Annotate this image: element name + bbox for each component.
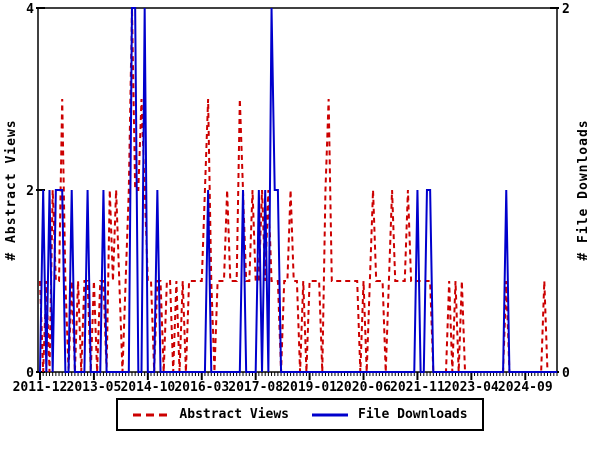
legend-item-abstract-views: Abstract Views [132, 407, 289, 422]
left-axis-title: # Abstract Views [4, 119, 19, 260]
right-axis-title: # File Downloads [576, 119, 591, 260]
legend-label-abstract-views: Abstract Views [179, 407, 289, 422]
x-tick-label: 2020-06 [336, 380, 391, 395]
right-axis-tick-labels: 02 [562, 2, 570, 381]
solid-line-icon [312, 413, 348, 416]
legend-item-file-downloads: File Downloads [311, 407, 468, 422]
x-tick-label: 2016-03 [174, 380, 229, 395]
x-tick-label: 2017-08 [228, 380, 283, 395]
x-tick-label: 2014-10 [120, 380, 175, 395]
x-tick-label: 2023-04 [444, 380, 499, 395]
x-tick-label: 2011-12 [13, 380, 68, 395]
right-axis-tick-label: 2 [562, 2, 570, 17]
dashed-line-icon [133, 413, 170, 416]
left-axis-tick-label: 2 [26, 184, 34, 199]
legend: Abstract Views File Downloads [116, 398, 484, 431]
legend-label-file-downloads: File Downloads [358, 407, 468, 422]
x-tick-label: 2019-01 [282, 380, 337, 395]
left-axis-tick-labels: 0 2 4 [26, 2, 34, 381]
file-downloads-line [39, 7, 557, 373]
left-axis-tick-label: 4 [26, 2, 34, 17]
x-axis-labels: 2011-12 2013-05 2014-10 2016-03 2017-08 2019-… [13, 380, 553, 395]
left-axis-tick-label: 0 [26, 366, 34, 381]
x-tick-label: 2013-05 [67, 380, 122, 395]
legend-container: Abstract Views File Downloads [0, 398, 600, 431]
right-axis-tick-label: 0 [562, 366, 570, 381]
x-tick-label: 2024-09 [498, 380, 553, 395]
x-tick-label: 2021-11 [390, 380, 445, 395]
